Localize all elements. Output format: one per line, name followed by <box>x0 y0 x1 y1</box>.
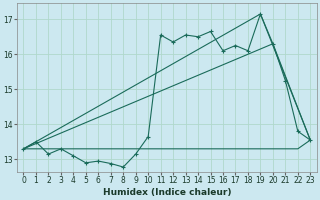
X-axis label: Humidex (Indice chaleur): Humidex (Indice chaleur) <box>103 188 231 197</box>
